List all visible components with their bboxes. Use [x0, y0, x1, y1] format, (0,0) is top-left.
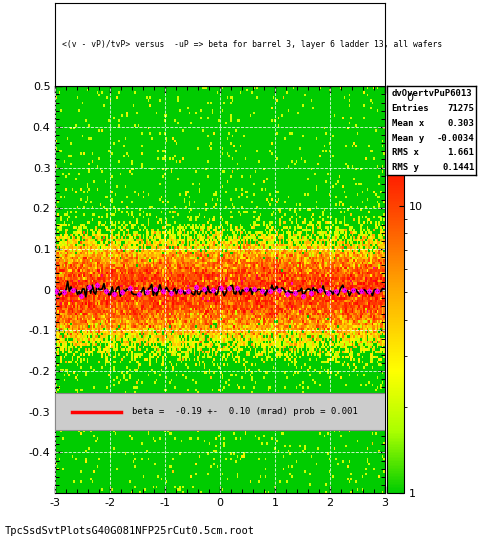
Text: Mean x: Mean x	[391, 119, 423, 128]
Text: 0: 0	[406, 93, 413, 103]
Text: 1.661: 1.661	[446, 148, 473, 157]
Text: 71275: 71275	[446, 104, 473, 113]
Text: RMS x: RMS x	[391, 148, 418, 157]
Text: TpcSsdSvtPlotsG40G081NFP25rCut0.5cm.root: TpcSsdSvtPlotsG40G081NFP25rCut0.5cm.root	[5, 526, 254, 536]
Bar	[55, 393, 384, 430]
Text: RMS y: RMS y	[391, 163, 418, 172]
Text: <(v - vP)/tvP> versus  -uP => beta for barrel 3, layer 6 ladder 13, all wafers: <(v - vP)/tvP> versus -uP => beta for ba…	[62, 40, 441, 49]
Text: -0.0034: -0.0034	[436, 134, 473, 143]
Text: Mean y: Mean y	[391, 134, 423, 143]
Text: Entries: Entries	[391, 104, 428, 113]
Text: beta =  -0.19 +-  0.10 (mrad) prob = 0.001: beta = -0.19 +- 0.10 (mrad) prob = 0.001	[132, 407, 357, 416]
Text: dvOvertvPuP6013: dvOvertvPuP6013	[391, 89, 471, 98]
Text: 0.303: 0.303	[446, 119, 473, 128]
Text: 0.1441: 0.1441	[441, 163, 473, 172]
